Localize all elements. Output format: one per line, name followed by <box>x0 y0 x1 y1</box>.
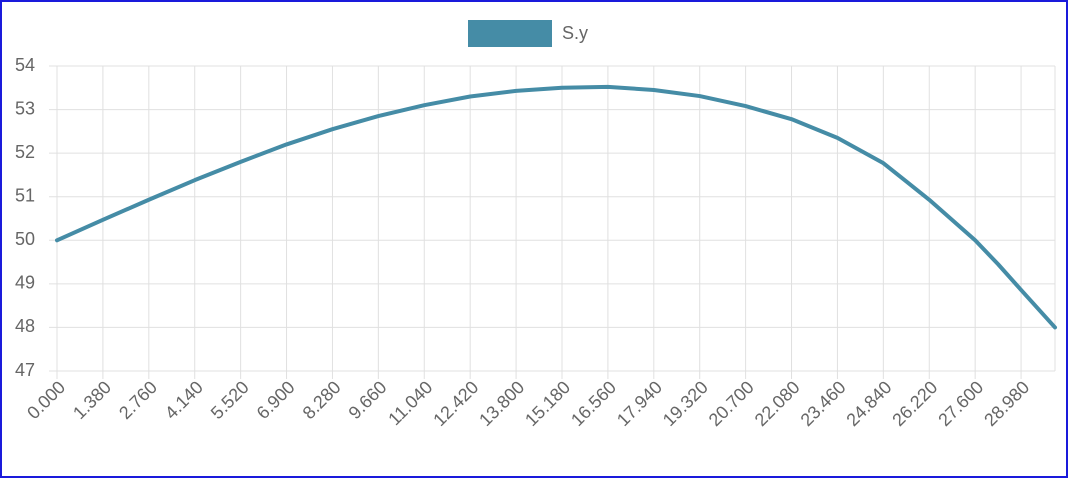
x-tick-label: 2.760 <box>115 377 161 423</box>
x-tick-label: 13.800 <box>475 377 528 430</box>
x-tick-label: 26.220 <box>888 377 941 430</box>
y-tick-label: 52 <box>15 142 35 162</box>
x-tick-label: 6.900 <box>253 377 299 423</box>
x-tick-label: 27.600 <box>934 377 987 430</box>
legend-label: S.y <box>562 23 588 43</box>
y-tick-label: 51 <box>15 185 35 205</box>
x-tick-label: 8.280 <box>299 377 345 423</box>
x-tick-label: 23.460 <box>797 377 850 430</box>
y-tick-label: 53 <box>15 98 35 118</box>
y-tick-label: 49 <box>15 273 35 293</box>
legend-swatch <box>468 20 552 47</box>
x-tick-label: 28.980 <box>980 377 1033 430</box>
x-tick-label: 9.660 <box>345 377 391 423</box>
line-series <box>55 84 1057 330</box>
x-tick-label: 0.000 <box>23 377 69 423</box>
x-tick-label: 12.420 <box>429 377 482 430</box>
y-tick-label: 48 <box>15 316 35 336</box>
x-tick-label: 16.560 <box>567 377 620 430</box>
x-tick-label: 5.520 <box>207 377 253 423</box>
x-tick-label: 22.080 <box>751 377 804 430</box>
x-tick-label: 19.320 <box>659 377 712 430</box>
x-tick-label: 20.700 <box>705 377 758 430</box>
x-tick-label: 24.840 <box>842 377 895 430</box>
x-tick-label: 15.180 <box>521 377 574 430</box>
x-tick-label: 4.140 <box>161 377 207 423</box>
x-tick-label: 17.940 <box>613 377 666 430</box>
y-tick-label: 47 <box>15 360 35 380</box>
y-tick-label: 54 <box>15 55 35 75</box>
y-tick-label: 50 <box>15 229 35 249</box>
x-tick-label: 11.040 <box>384 377 436 429</box>
x-tick-label: 1.380 <box>69 377 115 423</box>
